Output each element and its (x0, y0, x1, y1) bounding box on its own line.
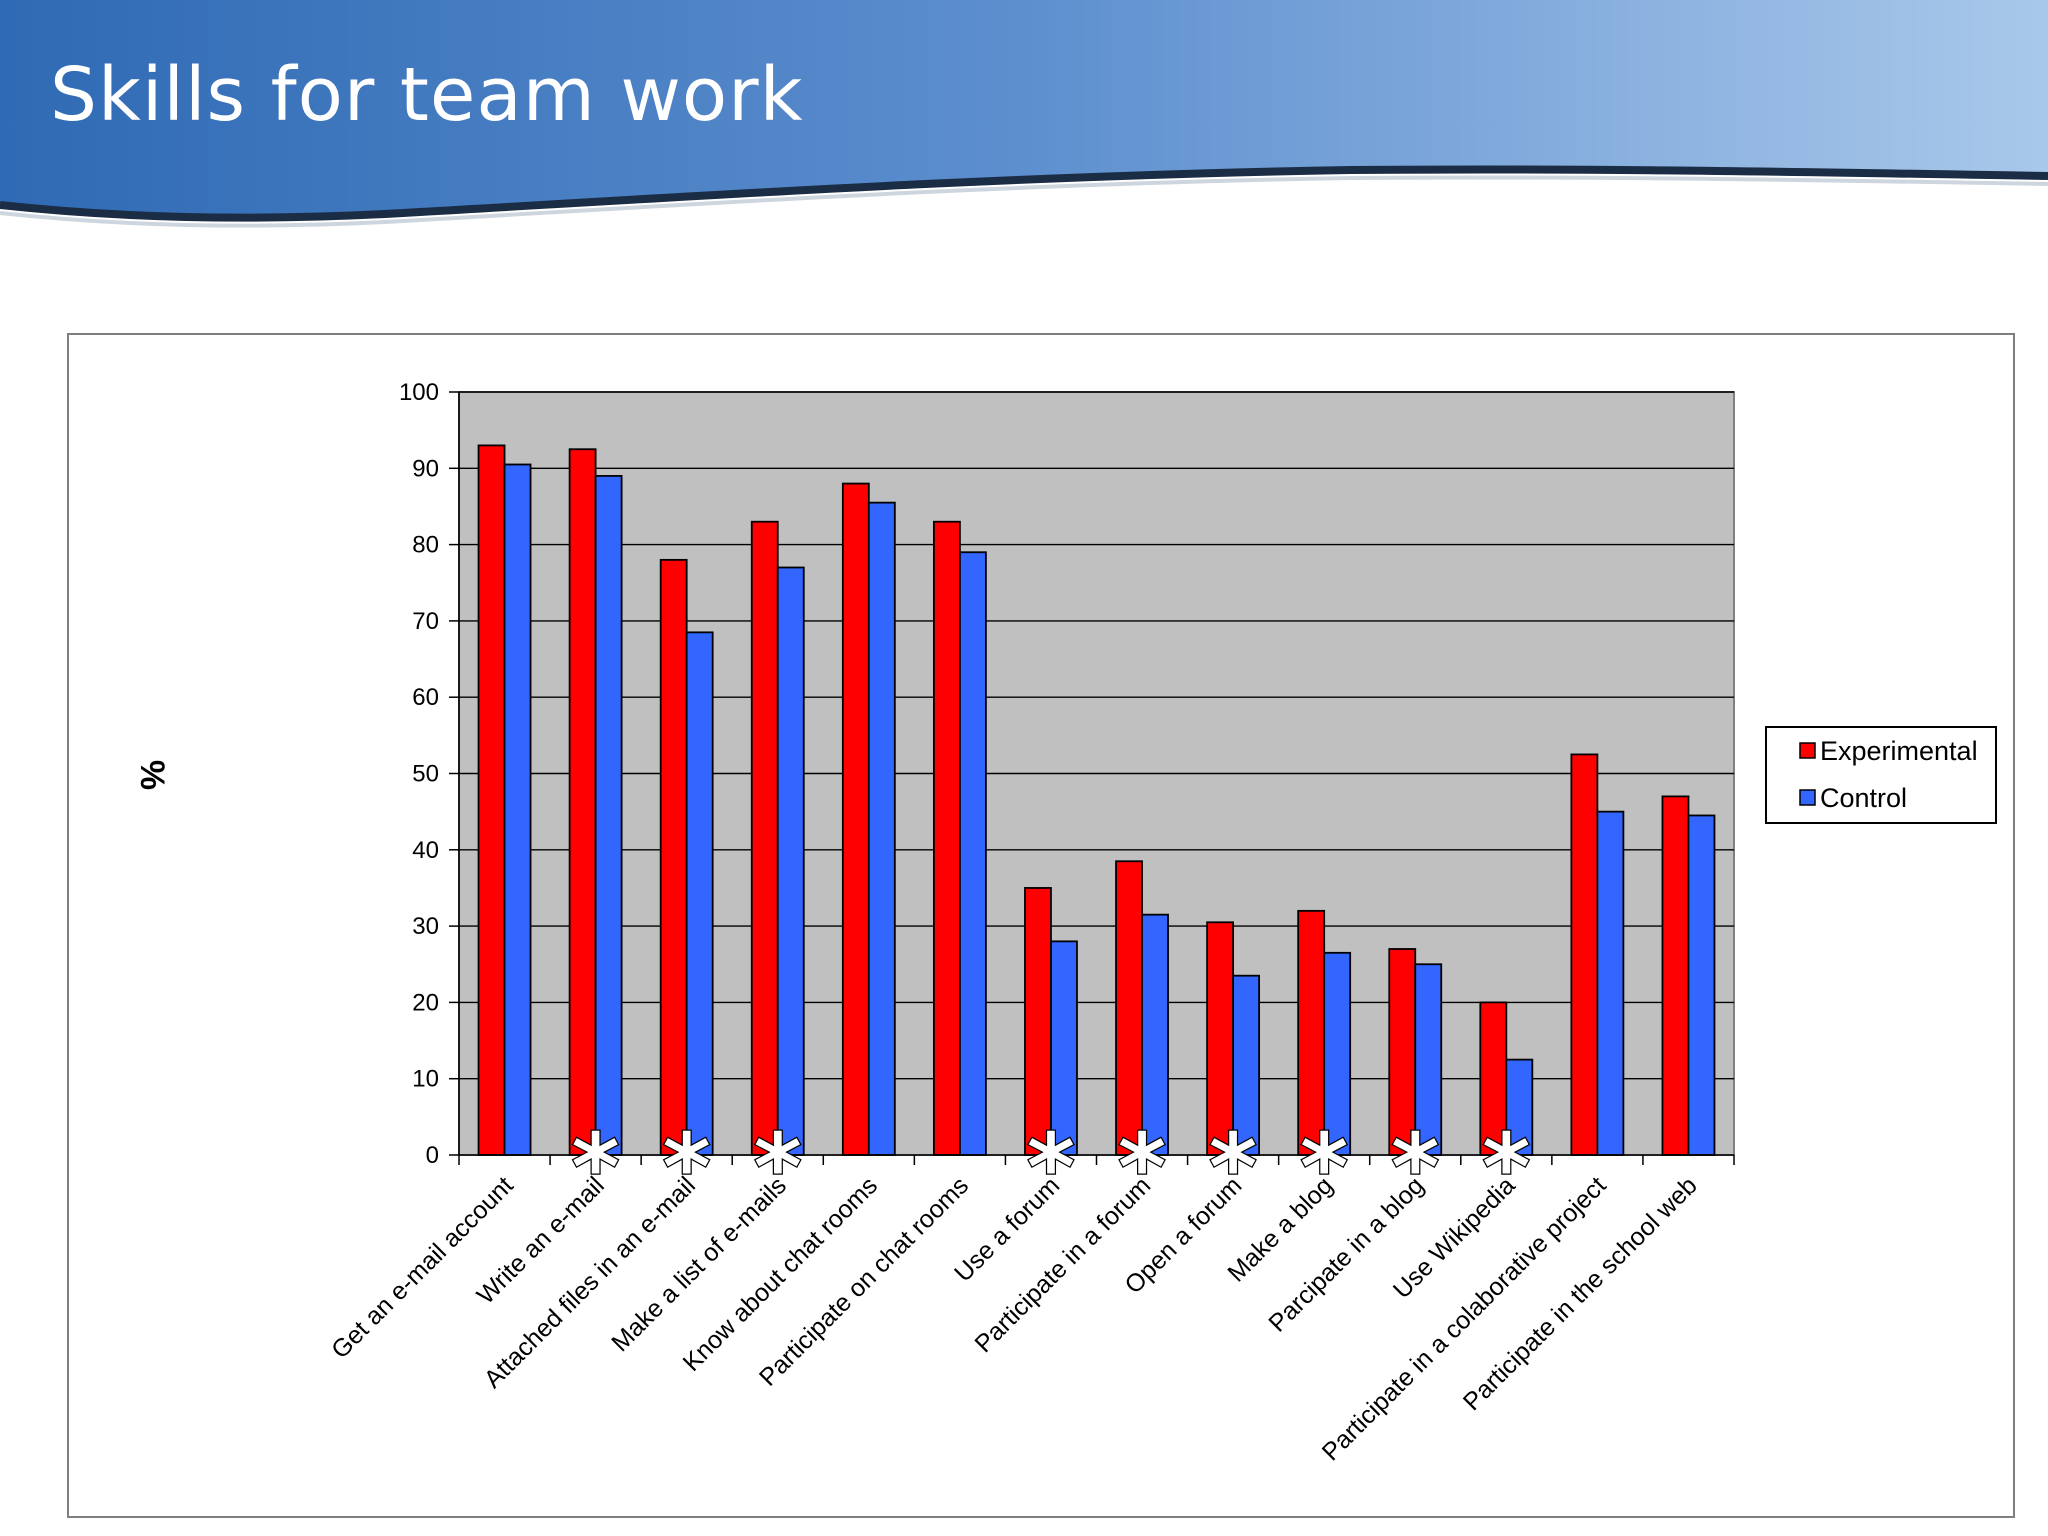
significance-marker: * (1391, 1114, 1439, 1221)
y-tick-label: 100 (399, 379, 439, 406)
bar-control (1323, 951, 1352, 1156)
y-tick-label: 0 (426, 1142, 439, 1169)
category-label: Get an e-mail account (326, 1171, 519, 1364)
y-tick-label: 30 (412, 913, 439, 940)
slide-title: Skills for team work (50, 52, 804, 138)
significance-marker: * (1300, 1114, 1348, 1221)
bar-experimental (1206, 921, 1235, 1156)
bar-chart: 0 10 20 30 40 50 60 70 80 90 100 Get an e-mail acc… (133, 379, 1997, 1466)
legend-swatch-experimental (1799, 742, 1816, 759)
legend-label-control: Control (1820, 783, 1907, 813)
bar-control (776, 566, 805, 1156)
bar-experimental (1661, 795, 1690, 1156)
bar-control (594, 475, 623, 1156)
bar-experimental (1388, 948, 1417, 1156)
header-banner (0, 0, 2048, 228)
legend-swatch-control (1799, 789, 1816, 806)
y-tick-label: 10 (412, 1066, 439, 1093)
y-tick-label: 50 (412, 761, 439, 788)
y-tick-label: 90 (412, 455, 439, 482)
bar-experimental (1570, 753, 1599, 1156)
bar-control (685, 631, 714, 1156)
bar-control (503, 463, 532, 1156)
significance-marker: * (1118, 1114, 1166, 1221)
chart-frame: 0 10 20 30 40 50 60 70 80 90 100 Get an e-mail acc… (67, 333, 2015, 1518)
significance-marker: * (1482, 1114, 1530, 1221)
bar-experimental (659, 558, 688, 1156)
bar-control (1232, 974, 1261, 1156)
bar-experimental (568, 448, 597, 1156)
y-axis-label: % (133, 760, 171, 790)
legend-label-experimental: Experimental (1820, 736, 1978, 766)
bar-control (867, 501, 896, 1156)
bar-experimental (1115, 860, 1143, 1156)
bar-control (1141, 913, 1169, 1156)
significance-marker: * (663, 1114, 711, 1221)
bar-experimental (477, 444, 506, 1156)
bar-control (958, 551, 987, 1156)
bar-control (1050, 940, 1078, 1156)
significance-marker: * (1209, 1114, 1257, 1221)
significance-marker: * (572, 1114, 620, 1221)
y-tick-label: 60 (412, 684, 439, 711)
bar-control (1687, 814, 1716, 1156)
bar-control (1596, 810, 1625, 1156)
y-tick-label: 70 (412, 608, 439, 635)
legend: Experimental Control (1765, 726, 1997, 824)
y-tick-label: 20 (412, 989, 439, 1016)
y-tick-label: 40 (412, 837, 439, 864)
bar-experimental (750, 520, 779, 1156)
bar-experimental (932, 520, 961, 1156)
y-tick-label: 80 (412, 532, 439, 559)
bar-experimental (841, 482, 870, 1156)
significance-marker: * (1027, 1114, 1075, 1221)
significance-marker: * (754, 1114, 802, 1221)
